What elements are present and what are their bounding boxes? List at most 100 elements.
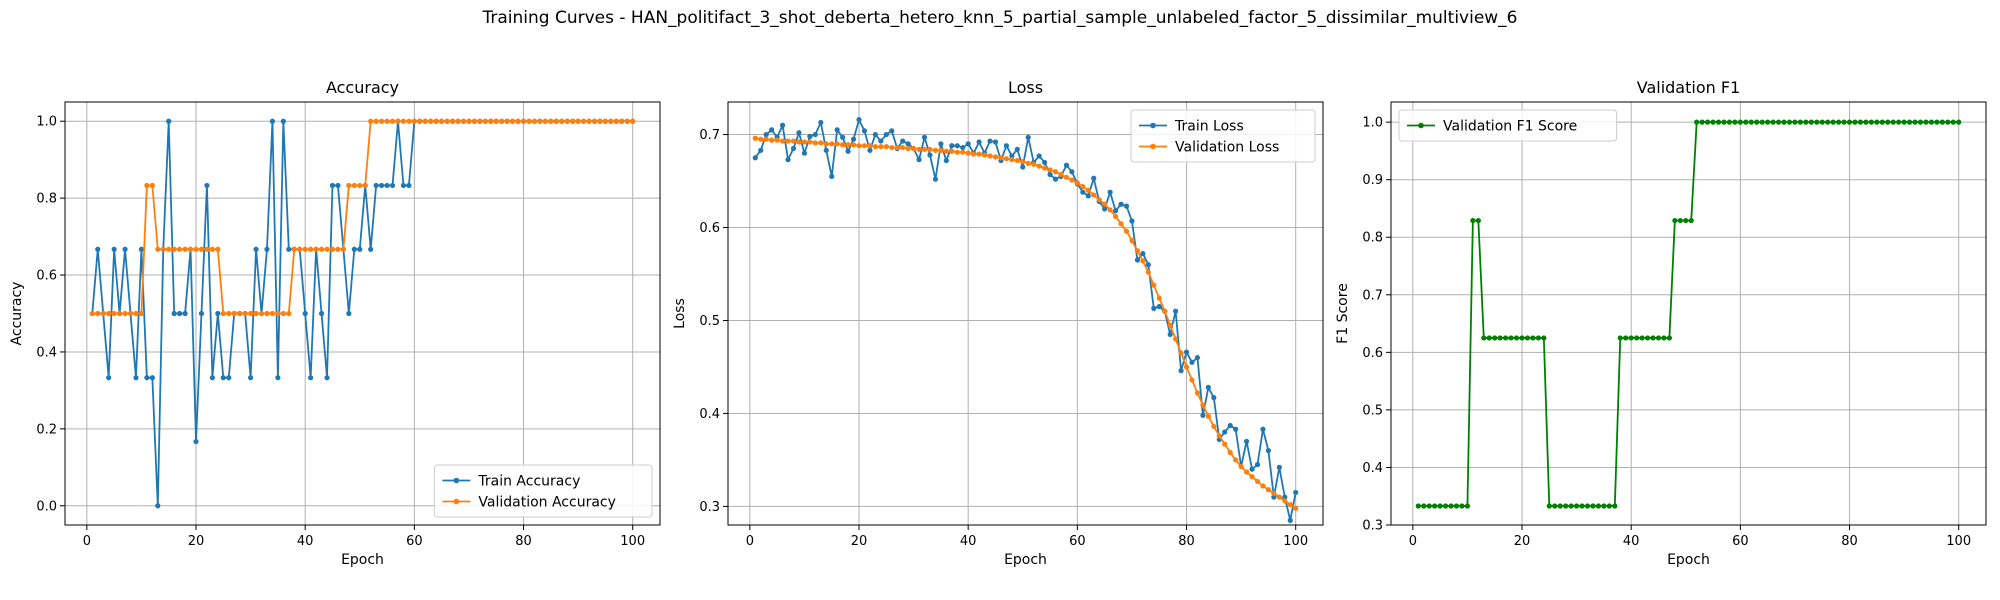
data-point (1868, 119, 1874, 125)
data-point (927, 152, 933, 158)
x-tick-label: 100 (620, 534, 645, 549)
data-point (1233, 457, 1239, 463)
data-point (1644, 335, 1651, 341)
data-point (801, 150, 808, 156)
chart-title: Loss (1008, 78, 1043, 97)
x-tick-label: 100 (1283, 534, 1308, 549)
data-point (100, 310, 106, 317)
series-line-2 (755, 137, 1297, 510)
data-point (1541, 335, 1547, 341)
data-point (1459, 503, 1465, 509)
data-point (758, 136, 764, 142)
data-point (790, 138, 797, 144)
data-point (482, 118, 488, 124)
data-point (812, 140, 818, 146)
data-point (171, 246, 177, 252)
data-point (1047, 171, 1053, 178)
data-point (932, 176, 939, 182)
data-point (1091, 192, 1097, 198)
data-point (1846, 119, 1853, 125)
data-point (127, 310, 134, 317)
data-point (1601, 503, 1607, 509)
x-axis-label: Epoch (341, 552, 384, 568)
data-point (373, 118, 379, 124)
legend-box (1398, 109, 1618, 142)
data-point (1874, 119, 1880, 125)
data-point (1470, 217, 1476, 224)
data-point (570, 118, 576, 124)
data-point (1830, 119, 1836, 125)
data-point (1173, 336, 1179, 342)
legend-label: Train Loss (1174, 119, 1244, 135)
data-point (1546, 503, 1552, 509)
data-point (1939, 119, 1945, 125)
data-point (280, 118, 286, 124)
data-point (878, 144, 884, 150)
y-tick-label: 1.0 (1362, 116, 1383, 131)
data-point (198, 310, 205, 317)
data-point (1243, 469, 1250, 475)
data-point (1112, 208, 1119, 214)
data-point (324, 246, 330, 252)
y-tick-label: 0.2 (36, 422, 57, 437)
data-point (878, 138, 884, 144)
data-point (384, 182, 390, 189)
data-point (992, 154, 999, 160)
data-point (1036, 153, 1042, 159)
data-point (960, 144, 966, 151)
data-point (1808, 119, 1814, 125)
data-point (867, 147, 873, 153)
data-point (1694, 119, 1700, 125)
data-point (1825, 119, 1831, 125)
data-point (318, 246, 325, 252)
legend-label: Train Accuracy (477, 474, 580, 490)
data-point (286, 310, 292, 317)
data-point (215, 310, 221, 317)
data-point (1200, 402, 1206, 408)
data-point (927, 146, 933, 153)
data-point (1107, 207, 1113, 213)
data-point (779, 122, 786, 128)
data-point (1243, 438, 1250, 444)
data-point (1574, 503, 1580, 509)
data-point (1453, 503, 1460, 509)
data-point (308, 375, 314, 381)
data-point (133, 310, 139, 317)
data-point (1058, 171, 1064, 178)
data-point (149, 375, 155, 381)
data-point (1464, 503, 1471, 509)
data-point (1042, 159, 1048, 166)
y-tick-label: 0.8 (36, 192, 57, 207)
chart-1: 0 20 40 60 80 100 0.0 0.2 0.4 0.6 0.8 1.0 Accuracy Ep… (9, 78, 661, 568)
data-point (1063, 162, 1070, 168)
data-point (965, 150, 971, 156)
data-point (889, 128, 895, 134)
data-point (916, 157, 922, 163)
y-tick-label: 0.5 (1362, 403, 1383, 418)
data-point (460, 118, 467, 124)
data-point (1792, 119, 1798, 125)
data-point (1563, 503, 1569, 509)
legend-swatch-marker (1150, 143, 1156, 150)
data-point (477, 118, 483, 124)
data-point (1123, 203, 1130, 209)
data-point (318, 310, 325, 317)
data-point (911, 145, 917, 152)
data-point (580, 118, 587, 124)
data-point (796, 130, 802, 136)
data-point (1276, 464, 1282, 470)
data-point (269, 310, 276, 317)
data-point (1074, 180, 1080, 186)
y-tick-label: 0.4 (36, 345, 57, 360)
data-point (763, 136, 769, 142)
axes-frame (1390, 101, 1987, 526)
data-point (960, 149, 966, 155)
data-point (949, 148, 955, 154)
data-point (807, 139, 813, 145)
data-point (422, 118, 428, 124)
data-point (1950, 119, 1956, 125)
data-point (1486, 335, 1492, 341)
data-point (1442, 503, 1449, 509)
data-point (1282, 498, 1288, 504)
legend-label: Validation Accuracy (478, 495, 616, 511)
